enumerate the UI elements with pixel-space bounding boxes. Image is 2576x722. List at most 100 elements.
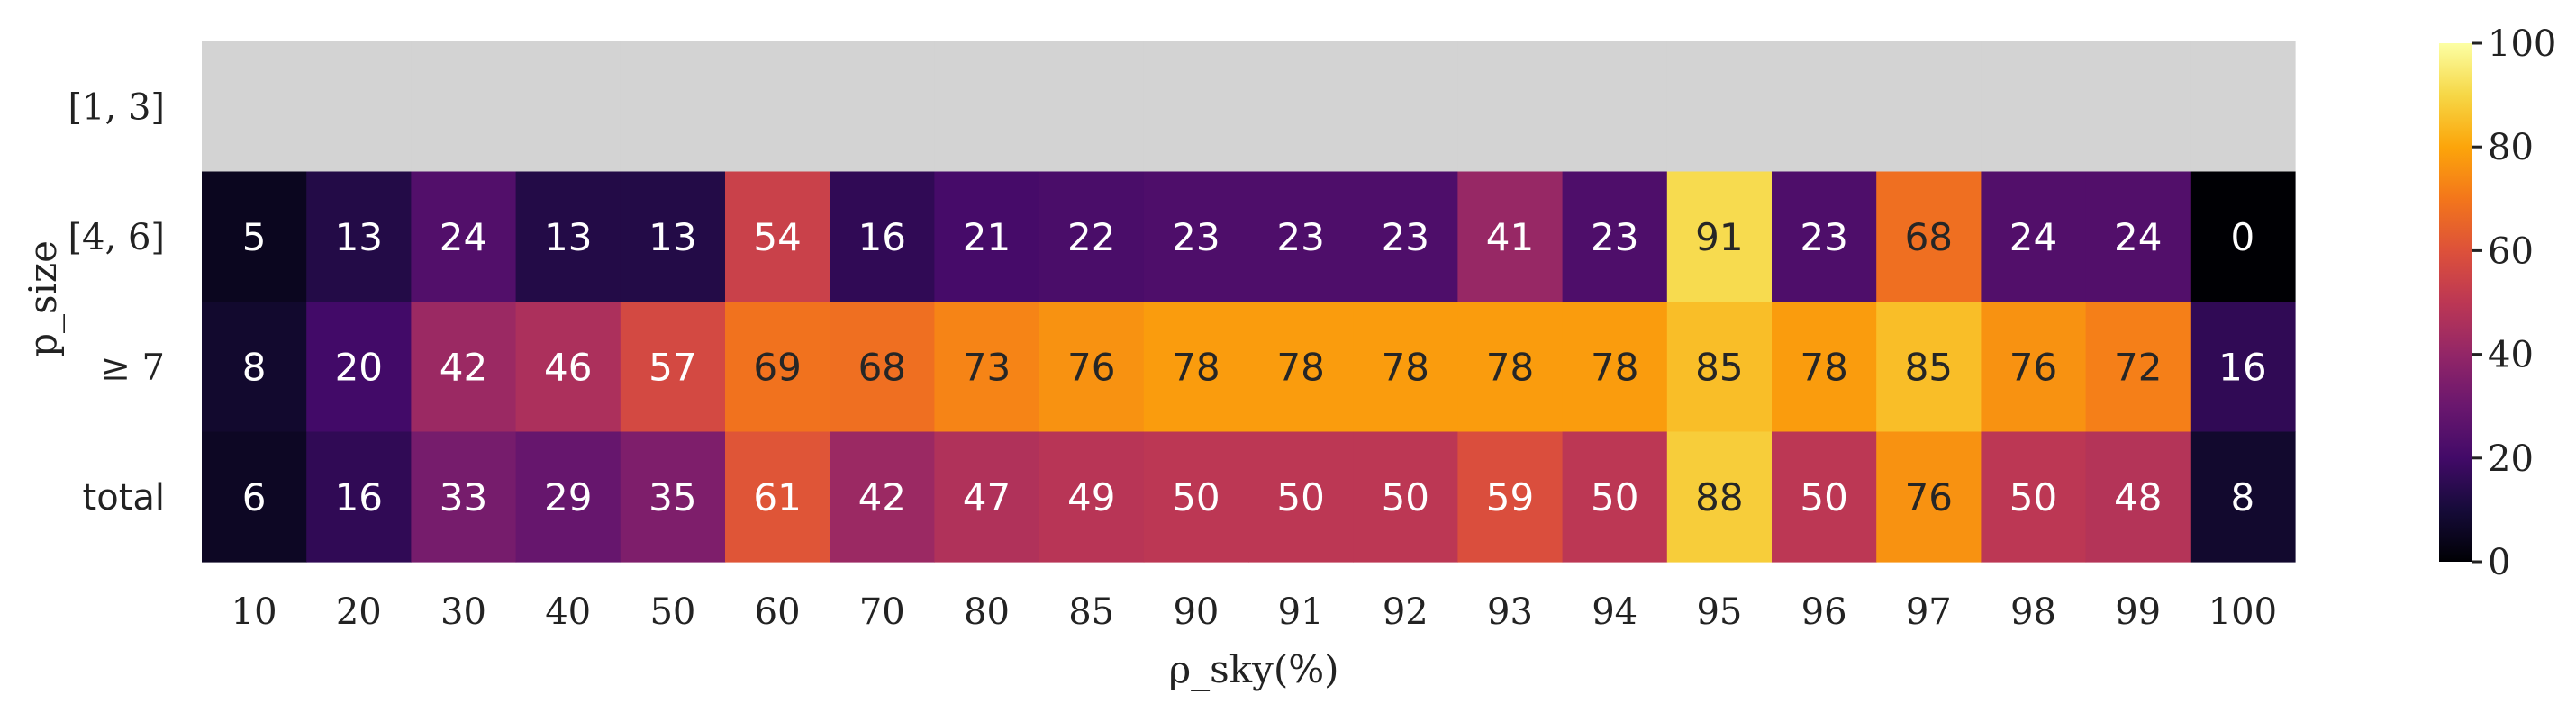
heatmap-cell [306, 431, 412, 563]
cell-value-label: 50 [2009, 475, 2057, 519]
colorbar-tick-label: 40 [2488, 335, 2534, 376]
cell-value-label: 78 [1591, 345, 1638, 389]
heatmap-cell [1353, 171, 1458, 302]
heatmap-cell [411, 41, 517, 173]
y-tick-label: total [83, 477, 165, 519]
cell-value-label: 13 [335, 215, 383, 259]
heatmap-cell [1876, 431, 1982, 563]
cell-value-label: 47 [963, 475, 1011, 519]
x-tick-label: 85 [1068, 591, 1114, 633]
cell-value-label: 48 [2114, 475, 2162, 519]
cell-value-label: 85 [1695, 345, 1743, 389]
heatmap-cell [202, 41, 307, 173]
heatmap-cell [1248, 302, 1354, 433]
heatmap-cell [620, 431, 726, 563]
colorbar-tick-label: 0 [2488, 542, 2510, 583]
cell-value-label: 35 [649, 475, 696, 519]
cell-value-label: 68 [858, 345, 906, 389]
heatmap-cell [830, 41, 935, 173]
heatmap-cell [1981, 171, 2087, 302]
colorbar-ticks: 0 20 40 60 80 100 [2472, 23, 2556, 583]
colorbar-gradient [2439, 43, 2472, 562]
cell-value-label: 57 [649, 345, 696, 389]
cell-value-label: 8 [242, 345, 267, 389]
heatmap-cell [2085, 41, 2191, 173]
colorbar-tick-label: 100 [2488, 23, 2556, 65]
cell-value-label: 78 [1486, 345, 1534, 389]
heatmap-cell [1248, 41, 1354, 173]
x-tick-label: 91 [1278, 591, 1324, 633]
heatmap-cell [306, 171, 412, 302]
cell-value-label: 23 [1591, 215, 1638, 259]
cell-value-label: 5 [242, 215, 267, 259]
heatmap-cell [515, 41, 621, 173]
heatmap-cell [1876, 302, 1982, 433]
cell-value-label: 69 [753, 345, 801, 389]
heatmap-cell [2085, 171, 2191, 302]
heatmap-cell [1353, 302, 1458, 433]
x-tick-label: 100 [2209, 591, 2277, 633]
heatmap-cell [830, 302, 935, 433]
heatmap-cell [1143, 431, 1249, 563]
heatmap-cell [1876, 171, 1982, 302]
cell-value-label: 50 [1591, 475, 1638, 519]
heatmap-cell [725, 302, 830, 433]
heatmap-cell [1981, 302, 2087, 433]
heatmap-cell [1039, 302, 1145, 433]
heatmap-cell [515, 302, 621, 433]
heatmap-cell [1772, 431, 1877, 563]
colorbar-tick-label: 60 [2488, 230, 2534, 272]
colorbar-tick-label: 20 [2488, 438, 2534, 480]
heatmap-cell [1772, 302, 1877, 433]
x-tick-label: 30 [440, 591, 486, 633]
heatmap-cell [1039, 171, 1145, 302]
y-tick-label: ≥ 7 [100, 347, 165, 388]
x-tick-label: 97 [1906, 591, 1952, 633]
heatmap-cell [515, 171, 621, 302]
cell-value-label: 54 [753, 215, 801, 259]
heatmap-cell [934, 302, 1040, 433]
heatmap-cell [1039, 431, 1145, 563]
cell-value-label: 50 [1172, 475, 1220, 519]
heatmap-cell [411, 431, 517, 563]
cell-value-label: 20 [335, 345, 383, 389]
x-tick-label: 70 [859, 591, 905, 633]
y-axis-ticks: [1, 3] [4, 6] ≥ 7 total [68, 86, 165, 519]
cell-value-label: 78 [1172, 345, 1220, 389]
cell-value-label: 42 [858, 475, 906, 519]
heatmap-cell [1353, 41, 1458, 173]
heatmap-cell [620, 171, 726, 302]
cell-value-label: 46 [544, 345, 592, 389]
heatmap-cell [411, 302, 517, 433]
x-tick-label: 96 [1801, 591, 1847, 633]
cell-value-label: 24 [2009, 215, 2057, 259]
heatmap-cell [1772, 41, 1877, 173]
heatmap-cell [202, 302, 307, 433]
heatmap-cell [1562, 302, 1668, 433]
x-tick-label: 92 [1383, 591, 1429, 633]
x-axis-title: ρ_sky(%) [1168, 647, 1338, 691]
heatmap-cell [1562, 431, 1668, 563]
cell-value-label: 61 [753, 475, 801, 519]
heatmap-cell [830, 431, 935, 563]
cell-value-label: 49 [1067, 475, 1115, 519]
heatmap-cell [1143, 302, 1249, 433]
x-tick-label: 80 [964, 591, 1010, 633]
cell-value-label: 33 [440, 475, 487, 519]
heatmap-cell [2190, 171, 2296, 302]
x-tick-label: 40 [545, 591, 591, 633]
heatmap-cell [1666, 431, 1773, 563]
cell-value-label: 78 [1800, 345, 1847, 389]
cell-value-label: 24 [440, 215, 487, 259]
cell-labels: 5 13 24 13 13 54 16 21 22 23 23 23 41 23 91 23 68 24 24 08 2… [242, 215, 2267, 519]
heatmap-cell [1666, 171, 1773, 302]
cell-value-label: 23 [1276, 215, 1324, 259]
heatmap-cell [620, 41, 726, 173]
cell-value-label: 16 [335, 475, 383, 519]
heatmap-cell [934, 171, 1040, 302]
heatmap-cell [1143, 41, 1249, 173]
heatmap-cell [2085, 431, 2191, 563]
heatmap-cell [411, 171, 517, 302]
y-tick-label: [1, 3] [68, 86, 165, 128]
x-axis-ticks: 10 20 30 40 50 60 70 80 85 90 91 92 93 94 95 96 97 98 99 10… [231, 591, 2277, 633]
